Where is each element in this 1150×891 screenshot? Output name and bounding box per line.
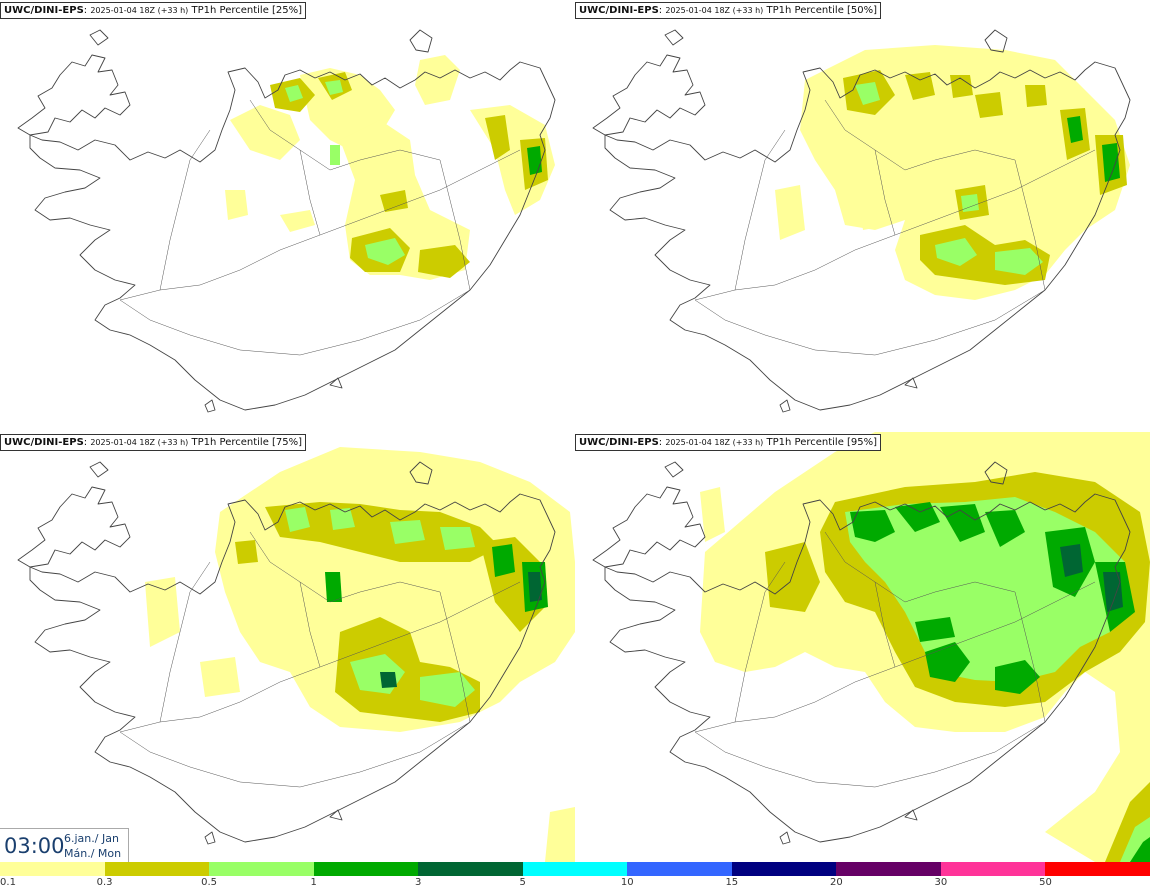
legend-tick-label: 0.3 (96, 877, 113, 888)
precip-shading (700, 432, 1150, 862)
panel-title: UWC/DINI-EPS: 2025-01-04 18Z (+33 h) TP1… (0, 2, 307, 19)
legend-swatch (0, 862, 105, 876)
panel-title: UWC/DINI-EPS: 2025-01-04 18Z (+33 h) TP1… (575, 434, 882, 451)
model-source: UWC/DINI-EPS (579, 437, 659, 448)
precipitation-map (592, 432, 1150, 862)
legend-tick-label: 15 (725, 877, 739, 888)
legend-swatch (418, 862, 523, 876)
model-run: 2025-01-04 18Z (+33 h) (90, 6, 189, 15)
precip-shading (775, 45, 1130, 300)
valid-date-line1: 6.jan./ Jan (64, 832, 119, 845)
legend-tick-label: 5 (519, 877, 526, 888)
panel-title: UWC/DINI-EPS: 2025-01-04 18Z (+33 h) TP1… (575, 2, 882, 19)
valid-time-box: 03:00 6.jan./ Jan Mán./ Mon (0, 828, 129, 864)
legend-swatch (522, 862, 628, 876)
precipitation-map (17, 29, 556, 413)
legend-swatch (627, 862, 732, 876)
legend-swatch (836, 862, 941, 876)
map-panel-p50: UWC/DINI-EPS: 2025-01-04 18Z (+33 h) TP1… (575, 0, 1150, 430)
legend-swatch (1045, 862, 1150, 876)
legend-tick-label: 10 (620, 877, 634, 888)
map-panel-p25: UWC/DINI-EPS: 2025-01-04 18Z (+33 h) TP1… (0, 0, 575, 430)
legend-swatch (313, 862, 419, 876)
legend-color-bar (0, 862, 1150, 876)
precipitation-map (592, 29, 1131, 413)
model-source: UWC/DINI-EPS (579, 5, 659, 16)
legend-swatch (940, 862, 1046, 876)
product-name: TP1h Percentile [50%] (766, 5, 878, 16)
panel-title: UWC/DINI-EPS: 2025-01-04 18Z (+33 h) TP1… (0, 434, 307, 451)
map-panel-p95: UWC/DINI-EPS: 2025-01-04 18Z (+33 h) TP1… (575, 432, 1150, 862)
color-legend: 0.1 0.3 0.5 1 3 5 10 15 20 30 50 (0, 862, 1150, 891)
legend-tick-label: 1 (310, 877, 317, 888)
legend-tick-label: 0.1 (0, 877, 16, 888)
product-name: TP1h Percentile [75%] (191, 437, 303, 448)
legend-tick-label: 20 (829, 877, 843, 888)
valid-date-line2: Mán./ Mon (64, 847, 122, 860)
model-source: UWC/DINI-EPS (4, 5, 84, 16)
valid-time: 03:00 (4, 834, 65, 858)
valid-date: 6.jan./ Jan Mán./ Mon (64, 831, 121, 861)
legend-tick-label: 30 (934, 877, 948, 888)
legend-tick-label: 50 (1039, 877, 1052, 888)
map-panel-p75: UWC/DINI-EPS: 2025-01-04 18Z (+33 h) TP1… (0, 432, 575, 862)
model-run: 2025-01-04 18Z (+33 h) (665, 6, 764, 15)
precip-shading (145, 447, 575, 862)
legend-swatch (731, 862, 837, 876)
legend-swatch (104, 862, 210, 876)
model-run: 2025-01-04 18Z (+33 h) (665, 438, 764, 447)
product-name: TP1h Percentile [95%] (766, 437, 878, 448)
legend-swatch (209, 862, 314, 876)
precipitation-map (17, 447, 575, 862)
model-run: 2025-01-04 18Z (+33 h) (90, 438, 189, 447)
legend-tick-label: 0.5 (201, 877, 218, 888)
model-source: UWC/DINI-EPS (4, 437, 84, 448)
product-name: TP1h Percentile [25%] (191, 5, 303, 16)
precip-shading (225, 55, 555, 280)
legend-tick-label: 3 (414, 877, 422, 888)
